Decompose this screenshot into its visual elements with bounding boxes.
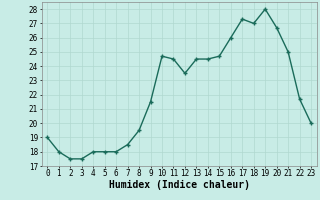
X-axis label: Humidex (Indice chaleur): Humidex (Indice chaleur) bbox=[109, 180, 250, 190]
